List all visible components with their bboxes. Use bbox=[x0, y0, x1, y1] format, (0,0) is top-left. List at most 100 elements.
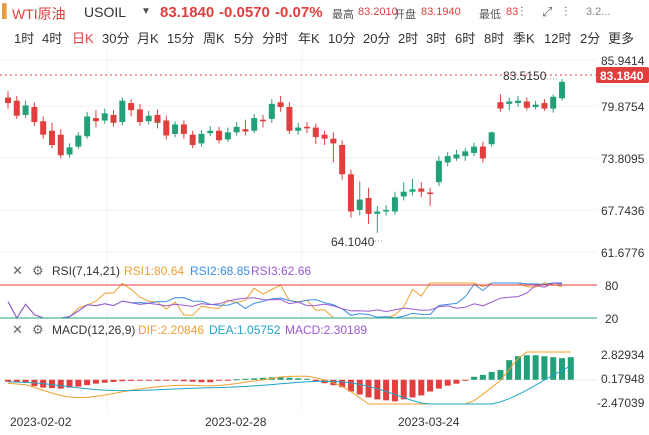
tab-monthly[interactable]: 月K bbox=[137, 31, 159, 46]
tab-2m[interactable]: 2分 bbox=[580, 31, 601, 46]
macd-bar bbox=[136, 379, 143, 381]
macd-bar bbox=[435, 379, 442, 389]
candle bbox=[84, 116, 91, 137]
macd-bar bbox=[559, 358, 565, 380]
macd-bar bbox=[57, 379, 64, 389]
candle bbox=[207, 130, 214, 134]
candle bbox=[462, 151, 469, 157]
candle bbox=[22, 105, 29, 115]
macd-bar bbox=[84, 379, 91, 386]
macd-bar bbox=[427, 379, 434, 392]
candle bbox=[339, 144, 346, 175]
open-label: 开盘 bbox=[394, 9, 416, 21]
price-change-pct: -0.07% bbox=[275, 4, 323, 21]
macd-bar bbox=[48, 379, 55, 389]
macd-bar bbox=[550, 357, 557, 380]
low-value: 83 bbox=[506, 6, 519, 18]
candle bbox=[488, 132, 495, 145]
candle bbox=[286, 107, 293, 131]
candle bbox=[383, 209, 390, 212]
rsi-settings-icon[interactable]: ⚙ bbox=[32, 263, 44, 278]
tab-12h[interactable]: 12时 bbox=[544, 31, 572, 46]
extra-value: 3.2... bbox=[586, 6, 611, 18]
price-axis-label: 79.8754 bbox=[601, 100, 645, 114]
last-price: 83.1840 bbox=[160, 4, 215, 21]
candle bbox=[5, 97, 11, 104]
macd-macd-value: MACD:2.30189 bbox=[285, 323, 367, 337]
tab-quarterly[interactable]: 季K bbox=[513, 31, 535, 46]
open-value: 83.1940 bbox=[421, 6, 461, 18]
tab-3h[interactable]: 3时 bbox=[426, 31, 447, 46]
tab-more[interactable]: 更多 bbox=[608, 31, 635, 46]
price-axis-label: 67.7436 bbox=[601, 204, 645, 218]
indicator-icon[interactable]: ⫶ bbox=[564, 4, 568, 19]
rsi-level-20: 20 bbox=[605, 312, 619, 326]
candle bbox=[427, 192, 434, 195]
tab-daily[interactable]: 日K bbox=[72, 31, 94, 46]
candle bbox=[365, 198, 372, 214]
tab-timeshare[interactable]: 分时 bbox=[262, 31, 289, 46]
macd-bar bbox=[242, 378, 249, 380]
rsi-level-80: 80 bbox=[605, 279, 619, 293]
macd-dif-line bbox=[7, 351, 571, 405]
candle bbox=[119, 100, 126, 123]
tab-weekly[interactable]: 周K bbox=[203, 31, 225, 46]
macd-bar bbox=[286, 377, 293, 380]
macd-bar bbox=[453, 379, 460, 384]
candle bbox=[48, 130, 55, 145]
tab-8h[interactable]: 8时 bbox=[484, 31, 505, 46]
macd-close-icon[interactable]: ✕ bbox=[12, 322, 23, 337]
price-axis-label: 85.9414 bbox=[601, 54, 645, 68]
macd-bar bbox=[339, 379, 346, 388]
candle bbox=[31, 107, 38, 123]
candle bbox=[216, 130, 223, 141]
expand-icon[interactable]: ⤢ bbox=[542, 4, 553, 19]
macd-bar bbox=[479, 374, 486, 380]
tab-10m[interactable]: 10分 bbox=[328, 31, 356, 46]
candle-type-icon[interactable]: ⫶ bbox=[520, 4, 524, 19]
candle bbox=[418, 188, 425, 192]
macd-bar bbox=[400, 379, 407, 400]
macd-bar bbox=[198, 379, 205, 383]
symbol-code[interactable]: USOIL bbox=[84, 4, 127, 20]
tab-30m[interactable]: 30分 bbox=[102, 31, 130, 46]
tab-1h[interactable]: 1时 bbox=[14, 31, 35, 46]
max-price-annotation: 83.5150 bbox=[503, 69, 547, 83]
macd-dea-value: DEA:1.05752 bbox=[209, 323, 281, 337]
candle bbox=[57, 134, 64, 156]
candle bbox=[198, 133, 205, 144]
macd-bar bbox=[22, 379, 29, 383]
candle bbox=[541, 103, 548, 109]
rsi-close-icon[interactable]: ✕ bbox=[12, 263, 23, 278]
macd-bar bbox=[277, 376, 284, 380]
macd-bar bbox=[497, 369, 504, 380]
macd-bar bbox=[66, 379, 73, 388]
macd-bar bbox=[128, 379, 135, 381]
rsi1-value: RSI1:80.64 bbox=[124, 264, 184, 278]
candle bbox=[13, 100, 20, 116]
macd-bar bbox=[567, 357, 574, 380]
rsi-line bbox=[7, 282, 563, 319]
macd-settings-icon[interactable]: ⚙ bbox=[32, 322, 44, 337]
tab-5m[interactable]: 5分 bbox=[234, 31, 255, 46]
candle bbox=[391, 197, 398, 212]
macd-bar bbox=[5, 379, 11, 382]
symbol-name[interactable]: WTI原油 bbox=[12, 6, 66, 22]
candle bbox=[295, 127, 302, 131]
candle bbox=[330, 138, 337, 144]
date-label: 2023-02-02 bbox=[10, 415, 72, 429]
tab-20m[interactable]: 20分 bbox=[363, 31, 391, 46]
tab-15m[interactable]: 15分 bbox=[167, 31, 195, 46]
tab-6h[interactable]: 6时 bbox=[455, 31, 476, 46]
macd-axis-label: 2.82934 bbox=[601, 348, 645, 362]
tab-2h[interactable]: 2时 bbox=[398, 31, 419, 46]
tab-4h[interactable]: 4时 bbox=[42, 31, 63, 46]
tab-yearly[interactable]: 年K bbox=[298, 31, 320, 46]
macd-bar bbox=[312, 379, 319, 382]
macd-bar bbox=[532, 355, 539, 380]
macd-bar bbox=[356, 379, 363, 395]
macd-bar bbox=[523, 355, 530, 380]
macd-bar bbox=[233, 379, 240, 381]
chevron-down-icon[interactable]: ▼ bbox=[141, 6, 151, 17]
